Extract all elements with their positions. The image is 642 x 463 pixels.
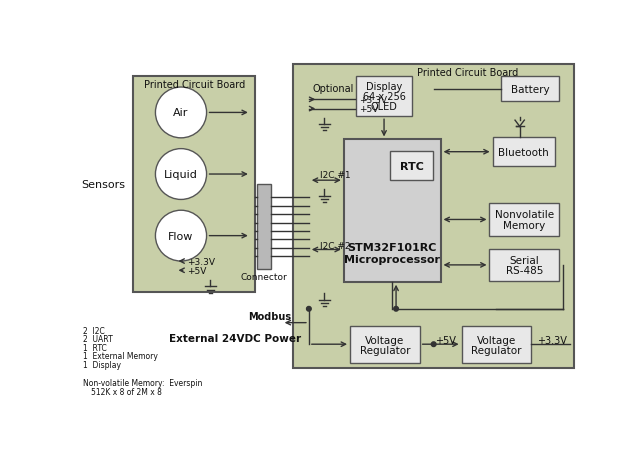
Bar bbox=[489, 249, 559, 282]
Text: 1  External Memory: 1 External Memory bbox=[83, 351, 158, 360]
Bar bbox=[343, 140, 440, 282]
Text: Serial: Serial bbox=[510, 255, 539, 265]
Text: Air: Air bbox=[173, 108, 189, 118]
Text: Connector: Connector bbox=[241, 272, 288, 282]
Text: 1  RTC: 1 RTC bbox=[83, 343, 107, 352]
Text: Sensors: Sensors bbox=[82, 180, 125, 190]
Bar bbox=[501, 77, 559, 102]
Text: +3.3V: +3.3V bbox=[537, 335, 568, 345]
Text: 512K x 8 of 2M x 8: 512K x 8 of 2M x 8 bbox=[91, 388, 162, 396]
Circle shape bbox=[155, 149, 207, 200]
Text: Modbus: Modbus bbox=[248, 312, 291, 322]
Text: Non-volatile Memory:  Everspin: Non-volatile Memory: Everspin bbox=[83, 378, 203, 387]
Bar bbox=[350, 326, 420, 363]
Bar bbox=[462, 326, 532, 363]
Bar bbox=[390, 151, 433, 181]
Text: Regulator: Regulator bbox=[471, 345, 522, 356]
Text: Printed Circuit Board: Printed Circuit Board bbox=[417, 68, 518, 77]
Text: OLED: OLED bbox=[370, 102, 397, 112]
Text: RTC: RTC bbox=[399, 161, 424, 171]
Text: Battery: Battery bbox=[511, 84, 550, 94]
Text: RS-485: RS-485 bbox=[506, 266, 543, 275]
Text: +5V: +5V bbox=[435, 335, 456, 345]
Text: Nonvolatile: Nonvolatile bbox=[495, 210, 554, 219]
Text: 64 x 256: 64 x 256 bbox=[363, 92, 406, 102]
Text: Liquid: Liquid bbox=[164, 169, 198, 180]
Text: Printed Circuit Board: Printed Circuit Board bbox=[144, 80, 245, 90]
Circle shape bbox=[155, 88, 207, 138]
Text: 1  Display: 1 Display bbox=[83, 360, 121, 369]
Circle shape bbox=[306, 307, 311, 312]
Text: External 24VDC Power: External 24VDC Power bbox=[169, 333, 301, 343]
Text: STM32F101RC: STM32F101RC bbox=[347, 243, 437, 253]
Text: 2  UART: 2 UART bbox=[83, 334, 113, 344]
Bar bbox=[293, 65, 574, 368]
Circle shape bbox=[431, 342, 436, 347]
Bar bbox=[257, 185, 271, 269]
Text: 2  I2C: 2 I2C bbox=[83, 326, 105, 335]
Text: Voltage: Voltage bbox=[365, 335, 404, 345]
Text: Memory: Memory bbox=[503, 220, 546, 231]
Text: Microprocessor: Microprocessor bbox=[344, 254, 440, 264]
Text: +3.3V: +3.3V bbox=[360, 96, 387, 105]
Text: +5V: +5V bbox=[187, 266, 207, 275]
Text: Regulator: Regulator bbox=[360, 345, 410, 356]
Circle shape bbox=[155, 211, 207, 262]
Text: Flow: Flow bbox=[168, 231, 194, 241]
Bar bbox=[492, 138, 555, 167]
Text: I2C #1: I2C #1 bbox=[320, 170, 351, 179]
Text: +3.3V: +3.3V bbox=[187, 257, 215, 266]
Bar bbox=[489, 204, 559, 236]
Text: Bluetooth: Bluetooth bbox=[498, 147, 549, 157]
Circle shape bbox=[394, 307, 399, 312]
Text: +5V: +5V bbox=[360, 105, 379, 114]
Bar bbox=[356, 77, 412, 117]
Text: I2C #2: I2C #2 bbox=[320, 242, 351, 250]
Text: Optional: Optional bbox=[313, 84, 354, 94]
Text: Display: Display bbox=[366, 82, 402, 92]
Text: Voltage: Voltage bbox=[477, 335, 516, 345]
Bar bbox=[133, 77, 256, 292]
